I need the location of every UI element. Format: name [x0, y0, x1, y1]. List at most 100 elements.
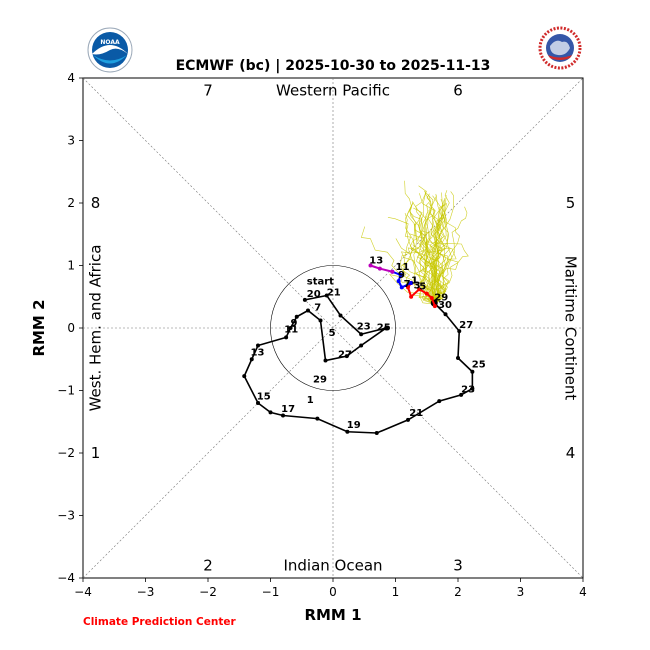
observed-point [359, 332, 364, 337]
noaa-logo: NOAA [87, 27, 133, 73]
observed-point [242, 374, 247, 379]
credit-label: Climate Prediction Center [83, 616, 236, 628]
forecast-point [409, 281, 414, 285]
date-label: 29 [434, 293, 448, 304]
x-axis-ticks: −4 −3 −2 −1 0 1 2 3 4 [74, 578, 587, 599]
forecast-point [417, 287, 422, 292]
x-tick-label: −4 [74, 585, 92, 599]
observed-point [459, 392, 464, 397]
date-label: 7 [404, 279, 411, 290]
y-tick-label: −3 [57, 509, 75, 523]
y-tick-label: −2 [57, 446, 75, 460]
ensemble-member-line [434, 198, 451, 305]
date-label: 13 [251, 348, 265, 359]
date-label: 25 [472, 359, 486, 370]
ensemble-member-line [402, 233, 435, 305]
date-label: 23 [357, 321, 371, 332]
x-tick-label: −3 [137, 585, 155, 599]
region-right-label: Maritime Continent [562, 256, 580, 401]
ensemble-member-line [422, 204, 445, 305]
phase-guides [82, 77, 584, 579]
phase-number-label: 8 [91, 194, 101, 212]
observed-point [470, 386, 475, 391]
observed-line [243, 294, 474, 434]
ensemble-member-line [421, 215, 447, 305]
date-label: 1 [307, 395, 314, 406]
date-label: 30 [438, 300, 452, 311]
forecast-point [409, 294, 414, 299]
ensemble-member-line [419, 248, 447, 305]
ensemble-member-line [419, 203, 436, 305]
ensemble-member-line [434, 212, 460, 305]
date-label: 29 [313, 374, 327, 385]
x-tick-label: 3 [517, 585, 525, 599]
phase-number-label: 3 [453, 557, 463, 575]
observed-point [256, 401, 260, 405]
ensemble-member-line [419, 193, 450, 305]
observed-point [284, 335, 289, 340]
ensemble-member-line [423, 190, 449, 305]
observed-point [345, 429, 350, 434]
date-label: 21 [327, 288, 341, 299]
ensemble-member-line [409, 203, 442, 305]
y-tick-label: 4 [67, 71, 75, 85]
x-axis-label: RMM 1 [304, 606, 361, 624]
date-label: 1 [411, 276, 418, 287]
ensemble-member-line [411, 223, 447, 305]
ensemble-member-line [417, 210, 436, 305]
ensemble-member-line [431, 191, 455, 305]
date-label: 11 [396, 262, 410, 273]
x-tick-label: 2 [454, 585, 462, 599]
ensemble-member-line [388, 247, 436, 305]
phase-number-label: 4 [566, 444, 576, 462]
forecast-point [368, 263, 373, 268]
date-label: 5 [419, 281, 426, 292]
observed-point [384, 326, 389, 330]
observed-point [256, 343, 260, 348]
y-tick-label: 0 [67, 321, 75, 335]
observed-point [374, 431, 379, 435]
observed-point [318, 318, 323, 323]
nws-logo [538, 26, 582, 70]
observed-point [281, 413, 285, 418]
date-label: 27 [459, 320, 473, 331]
observed-point [443, 312, 448, 317]
observed-point [294, 314, 299, 319]
observed-point [456, 356, 460, 360]
date-label: 23 [461, 384, 475, 395]
date-label: 13 [369, 256, 383, 267]
ensemble-member-line [410, 206, 436, 305]
observed-point [359, 343, 364, 348]
date-label: 25 [377, 323, 391, 334]
date-label: 9 [398, 270, 405, 281]
forecast-point [399, 285, 404, 290]
forecast-point [424, 291, 429, 296]
forecast-point [406, 285, 410, 290]
forecast-trajectory [368, 263, 437, 309]
forecast-point [432, 304, 437, 309]
observed-point [457, 329, 462, 334]
region-left-label: West. Hem. and Africa [87, 245, 105, 412]
phase-number-label: 2 [203, 557, 213, 575]
date-label: 3 [414, 281, 421, 292]
chart-title: ECMWF (bc) | 2025-10-30 to 2025-11-13 [176, 58, 491, 74]
forecast-point [429, 296, 434, 300]
x-tick-label: 4 [579, 585, 587, 599]
observed-point [324, 293, 329, 298]
phase-number-label: 1 [91, 444, 101, 462]
ensemble-member-line [421, 208, 436, 305]
observed-point [249, 357, 254, 362]
date-label: 7 [314, 303, 321, 314]
unit-circle [270, 265, 396, 391]
ensemble-member-line [425, 192, 443, 305]
x-tick-label: 1 [392, 585, 400, 599]
y-tick-label: −4 [57, 571, 75, 585]
observed-point [306, 308, 310, 313]
x-tick-label: 0 [329, 585, 337, 599]
observed-point [338, 313, 343, 318]
forecast-point [390, 269, 395, 274]
ensemble-member-line [406, 201, 443, 305]
